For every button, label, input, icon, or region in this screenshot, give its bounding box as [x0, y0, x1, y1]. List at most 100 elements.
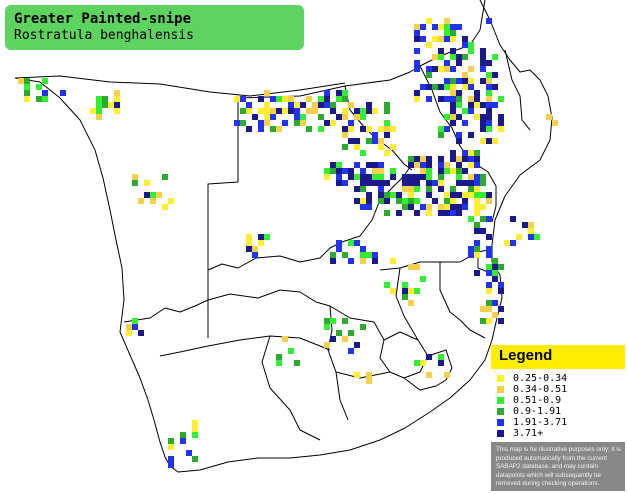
- grid-cell: [456, 132, 462, 138]
- grid-cell: [354, 186, 360, 192]
- grid-cell: [456, 180, 462, 186]
- legend-label: 0.9-1.91: [513, 406, 562, 417]
- grid-cell: [330, 318, 336, 324]
- grid-cell: [462, 168, 468, 174]
- grid-cell: [480, 66, 486, 72]
- grid-cell: [336, 168, 342, 174]
- grid-cell: [450, 108, 456, 114]
- grid-cell: [354, 114, 360, 120]
- grid-cell: [444, 210, 450, 216]
- grid-cell: [180, 432, 186, 438]
- grid-cell: [372, 252, 378, 258]
- grid-cell: [420, 168, 426, 174]
- grid-cell: [342, 180, 348, 186]
- grid-cell: [426, 72, 432, 78]
- grid-cell: [372, 162, 378, 168]
- grid-cell: [264, 108, 270, 114]
- grid-cell: [444, 96, 450, 102]
- grid-cell: [480, 216, 486, 222]
- grid-cell: [486, 108, 492, 114]
- grid-cell: [456, 90, 462, 96]
- grid-cell: [390, 168, 396, 174]
- grid-cell: [486, 300, 492, 306]
- grid-cell: [378, 168, 384, 174]
- grid-cell: [414, 96, 420, 102]
- grid-cell: [252, 246, 258, 252]
- border-namibia-botswana: [207, 98, 239, 338]
- grid-cell: [450, 168, 456, 174]
- grid-cell: [378, 144, 384, 150]
- legend-label: 0.25-0.34: [513, 373, 568, 384]
- grid-cell: [474, 90, 480, 96]
- grid-cell: [366, 174, 372, 180]
- grid-cell: [126, 324, 132, 330]
- grid-cell: [342, 318, 348, 324]
- grid-cell: [426, 168, 432, 174]
- grid-cell: [324, 90, 330, 96]
- grid-cell: [444, 162, 450, 168]
- grid-cell: [528, 222, 534, 228]
- grid-cell: [402, 204, 408, 210]
- grid-cell: [408, 180, 414, 186]
- legend-label: 1.91-3.71: [513, 417, 568, 428]
- grid-cell: [486, 18, 492, 24]
- grid-cell: [486, 246, 492, 252]
- legend-header: Legend: [491, 345, 625, 369]
- grid-cell: [456, 78, 462, 84]
- grid-cell: [132, 174, 138, 180]
- grid-cell: [474, 270, 480, 276]
- grid-cell: [354, 240, 360, 246]
- grid-cell: [480, 102, 486, 108]
- legend-title: Legend: [499, 347, 553, 364]
- grid-cell: [474, 186, 480, 192]
- grid-cell: [468, 192, 474, 198]
- grid-cell: [456, 162, 462, 168]
- grid-cell: [342, 96, 348, 102]
- grid-cell: [456, 204, 462, 210]
- grid-cell: [132, 180, 138, 186]
- grid-cell: [240, 120, 246, 126]
- grid-cell: [378, 198, 384, 204]
- grid-cell: [408, 156, 414, 162]
- grid-cell: [366, 138, 372, 144]
- grid-cell: [300, 120, 306, 126]
- grid-cell: [480, 78, 486, 84]
- grid-cell: [492, 264, 498, 270]
- legend-panel: Legend 0.25-0.34 0.34-0.51 0.51-0.9 0.9-…: [491, 345, 625, 491]
- legend-label: 0.34-0.51: [513, 384, 568, 395]
- grid-cell: [306, 96, 312, 102]
- grid-cell: [348, 102, 354, 108]
- grid-cell: [354, 138, 360, 144]
- grid-cell: [498, 318, 504, 324]
- grid-cell: [468, 252, 474, 258]
- grid-cell: [348, 168, 354, 174]
- grid-cell: [468, 48, 474, 54]
- grid-cell: [372, 168, 378, 174]
- grid-cell: [456, 54, 462, 60]
- grid-cell: [468, 186, 474, 192]
- grid-cell: [282, 96, 288, 102]
- grid-cell: [342, 144, 348, 150]
- grid-cell: [390, 144, 396, 150]
- grid-cell: [294, 120, 300, 126]
- grid-cell: [264, 102, 270, 108]
- grid-cell: [486, 114, 492, 120]
- grid-cell: [468, 132, 474, 138]
- grid-cell: [480, 114, 486, 120]
- grid-cell: [384, 102, 390, 108]
- grid-cell: [96, 96, 102, 102]
- grid-cell: [360, 126, 366, 132]
- grid-cell: [408, 174, 414, 180]
- grid-cell: [492, 84, 498, 90]
- grid-cell: [366, 180, 372, 186]
- grid-cell: [408, 198, 414, 204]
- grid-cell: [498, 282, 504, 288]
- legend-label: 3.71+: [513, 428, 544, 439]
- grid-cell: [438, 174, 444, 180]
- grid-cell: [360, 198, 366, 204]
- grid-cell: [276, 354, 282, 360]
- grid-cell: [552, 120, 558, 126]
- grid-cell: [168, 444, 174, 450]
- grid-cell: [24, 78, 30, 84]
